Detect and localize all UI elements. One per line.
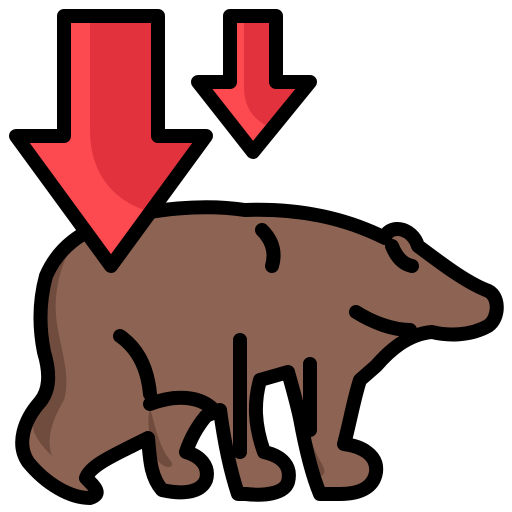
bear-outline [15,200,504,505]
bear-hip-line [113,329,157,401]
small-arrow-outline [191,9,317,159]
bear-icon [15,200,504,505]
bear-jaw-line [349,305,417,337]
big-arrow-shadow [90,16,206,212]
big-arrow-outline [9,9,213,273]
bear-body [22,207,497,499]
small-down-arrow-icon [191,9,317,159]
bear-front-leg-shadow [300,404,325,476]
bear-thigh-line [143,390,221,417]
bear-ear-line [385,239,419,273]
big-down-arrow-icon [9,9,213,273]
bear-shoulder-line [255,223,281,273]
